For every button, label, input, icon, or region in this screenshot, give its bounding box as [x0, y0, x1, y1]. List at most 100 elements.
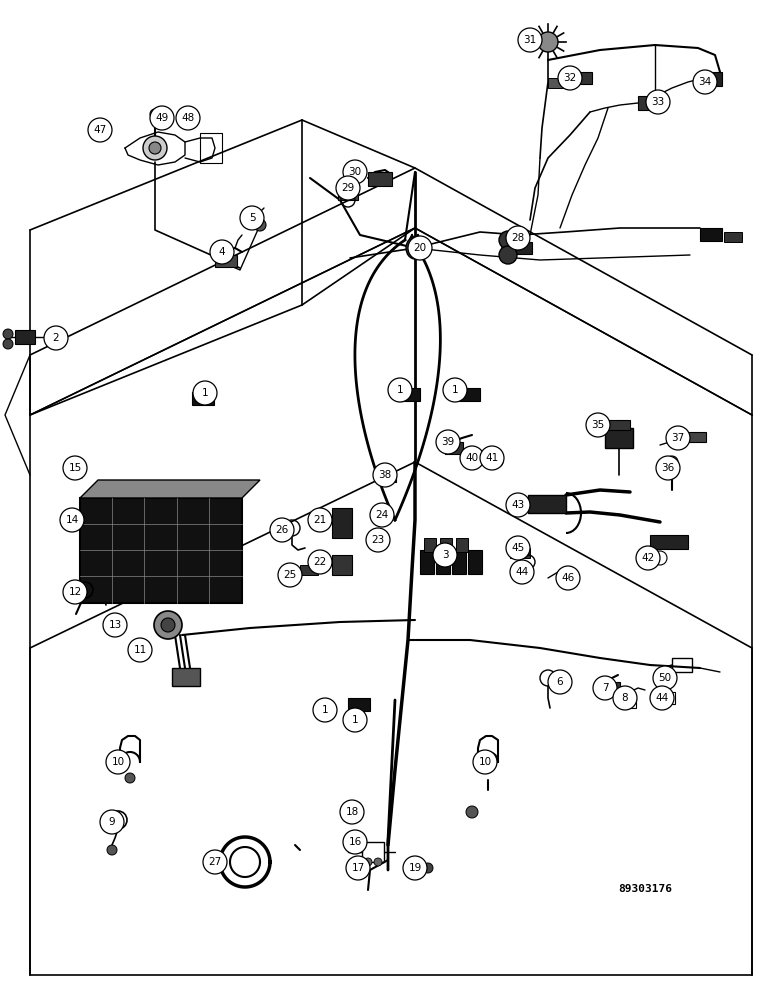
Circle shape — [343, 708, 367, 732]
Circle shape — [278, 563, 302, 587]
Bar — [638, 96, 666, 110]
Circle shape — [68, 460, 78, 470]
Text: 41: 41 — [486, 453, 499, 463]
Text: 9: 9 — [109, 817, 115, 827]
Bar — [602, 682, 620, 694]
Text: 10: 10 — [479, 757, 492, 767]
Circle shape — [343, 830, 367, 854]
Circle shape — [518, 28, 542, 52]
Text: 26: 26 — [276, 525, 289, 535]
Bar — [458, 388, 480, 401]
Text: 32: 32 — [564, 73, 577, 83]
Circle shape — [666, 456, 678, 468]
Circle shape — [270, 518, 294, 542]
Circle shape — [646, 90, 670, 114]
Circle shape — [340, 800, 364, 824]
Circle shape — [403, 856, 427, 880]
Circle shape — [44, 326, 68, 350]
Circle shape — [128, 638, 152, 662]
Text: 28: 28 — [511, 233, 525, 243]
Text: 21: 21 — [313, 515, 327, 525]
Bar — [332, 508, 352, 538]
Text: 42: 42 — [642, 553, 655, 563]
Circle shape — [666, 426, 690, 450]
Circle shape — [193, 381, 217, 405]
Circle shape — [586, 413, 610, 437]
Circle shape — [636, 546, 660, 570]
Text: 7: 7 — [601, 683, 608, 693]
Circle shape — [593, 676, 617, 700]
Text: 34: 34 — [699, 77, 712, 87]
Circle shape — [210, 240, 234, 264]
Circle shape — [473, 750, 497, 774]
Circle shape — [433, 543, 457, 567]
Circle shape — [480, 446, 504, 470]
Text: 50: 50 — [659, 673, 672, 683]
Circle shape — [460, 446, 484, 470]
Text: 89303176: 89303176 — [618, 884, 672, 894]
Circle shape — [499, 231, 517, 249]
Text: 18: 18 — [345, 807, 359, 817]
Bar — [452, 550, 466, 574]
Text: 1: 1 — [352, 715, 358, 725]
Circle shape — [506, 493, 530, 517]
Circle shape — [308, 508, 332, 532]
Circle shape — [3, 339, 13, 349]
Text: 25: 25 — [283, 570, 296, 580]
Bar — [528, 495, 566, 513]
Bar — [510, 242, 532, 254]
Bar — [608, 420, 630, 430]
Circle shape — [370, 503, 394, 527]
Text: 11: 11 — [134, 645, 147, 655]
Circle shape — [423, 863, 433, 873]
Bar — [424, 538, 436, 552]
Text: 13: 13 — [108, 620, 122, 630]
Bar — [172, 668, 200, 686]
Text: 48: 48 — [181, 113, 195, 123]
Circle shape — [556, 566, 580, 590]
Bar — [605, 428, 633, 448]
Bar — [468, 550, 482, 574]
Bar — [724, 232, 742, 242]
Circle shape — [693, 70, 717, 94]
Circle shape — [143, 136, 167, 160]
Circle shape — [308, 550, 332, 574]
Circle shape — [408, 236, 432, 260]
Text: 24: 24 — [375, 510, 388, 520]
Circle shape — [373, 463, 397, 487]
Circle shape — [466, 806, 478, 818]
Circle shape — [538, 32, 558, 52]
Bar — [510, 548, 530, 558]
Circle shape — [343, 160, 367, 184]
Text: 4: 4 — [218, 247, 225, 257]
Circle shape — [499, 246, 517, 264]
Bar — [672, 658, 692, 672]
Text: 1: 1 — [397, 385, 403, 395]
Bar — [570, 72, 592, 84]
Bar — [380, 472, 396, 482]
Circle shape — [613, 686, 637, 710]
Circle shape — [656, 456, 680, 480]
Bar — [338, 188, 358, 200]
Text: 23: 23 — [371, 535, 384, 545]
Text: 2: 2 — [52, 333, 59, 343]
Text: 36: 36 — [662, 463, 675, 473]
Text: 15: 15 — [69, 463, 82, 473]
Bar — [688, 432, 706, 442]
Circle shape — [150, 109, 160, 119]
Bar — [436, 550, 450, 574]
Circle shape — [336, 176, 360, 200]
Circle shape — [63, 456, 87, 480]
Circle shape — [313, 698, 337, 722]
Circle shape — [254, 219, 266, 231]
Circle shape — [388, 378, 412, 402]
Bar — [300, 565, 318, 575]
Text: 40: 40 — [466, 453, 479, 463]
Circle shape — [346, 856, 370, 880]
Text: 12: 12 — [69, 587, 82, 597]
Circle shape — [203, 850, 227, 874]
Circle shape — [154, 611, 182, 639]
Bar — [398, 388, 420, 401]
Text: 39: 39 — [442, 437, 455, 447]
Text: 44: 44 — [655, 693, 669, 703]
